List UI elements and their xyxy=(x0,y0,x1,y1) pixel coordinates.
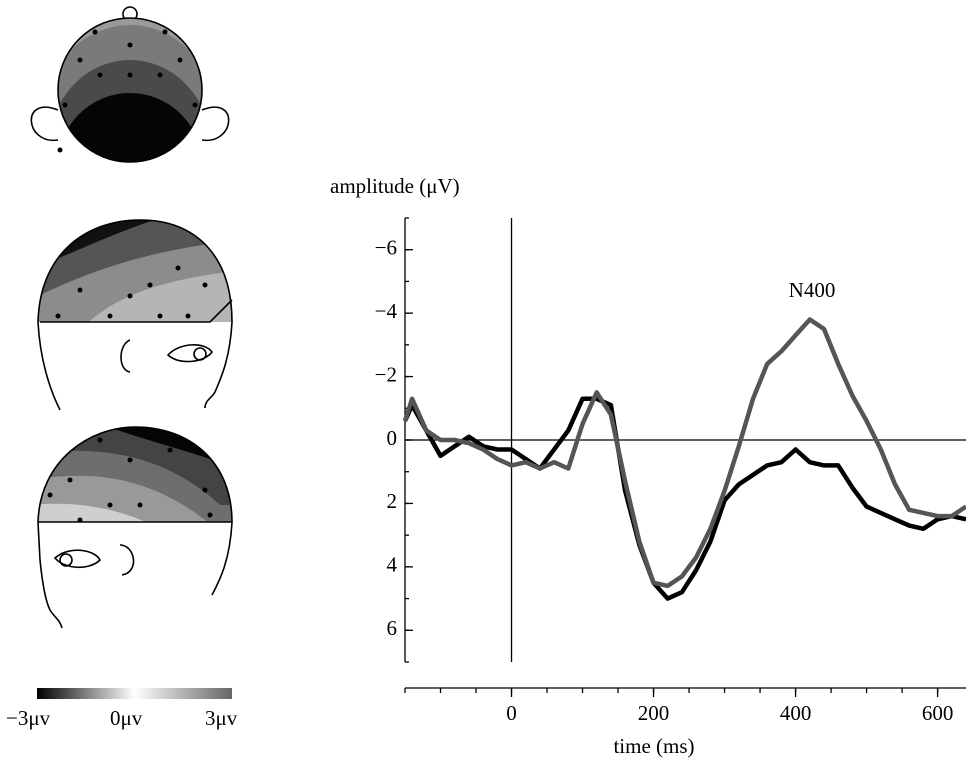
series-line xyxy=(402,317,966,589)
y-tick-label: 0 xyxy=(387,426,398,450)
annotation: N400 xyxy=(789,278,836,302)
x-axis-label: time (ms) xyxy=(613,734,694,758)
y-axis-label: amplitude (μV) xyxy=(330,174,460,198)
y-tick-label: −4 xyxy=(375,299,398,323)
series-line xyxy=(402,396,966,601)
y-tick-label: −6 xyxy=(375,236,397,260)
y-tick-label: 4 xyxy=(387,553,398,577)
x-tick-label: 0 xyxy=(506,701,517,725)
colorbar-label: 0μv xyxy=(110,706,143,730)
colorbar-label: −3μv xyxy=(6,706,51,730)
x-tick-label: 200 xyxy=(638,701,670,725)
y-tick-label: −2 xyxy=(375,362,397,386)
head-maps xyxy=(30,6,233,629)
colorbar xyxy=(37,688,232,699)
x-tick-label: 600 xyxy=(922,701,954,725)
x-tick-label: 400 xyxy=(780,701,812,725)
y-tick-label: 6 xyxy=(387,616,398,640)
y-tick-label: 2 xyxy=(387,489,398,513)
colorbar-label: 3μv xyxy=(205,706,238,730)
